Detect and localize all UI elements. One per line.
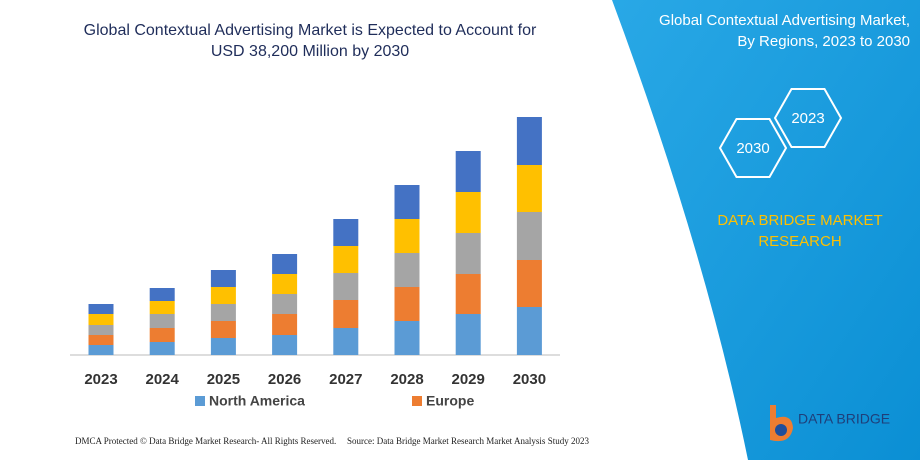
bar-segment [149,301,175,314]
bar-segment [333,219,359,246]
brand-text: DATA BRIDGE MARKET RESEARCH [717,212,883,250]
bar-segment [516,260,542,307]
footer-text: DMCA Protected © Data Bridge Market Rese… [75,436,337,446]
legend-swatch [412,396,422,406]
panel-title: Global Contextual Advertising Market, By… [659,12,910,50]
bar-segment [394,321,420,355]
bar-segment [516,212,542,260]
bar-segment [272,294,298,314]
bar-segment [88,345,114,355]
x-tick-label: 2029 [452,371,485,388]
bar-segment [210,304,236,321]
bar-segment [394,253,420,287]
bar-segment [394,185,420,219]
logo-mark [775,424,787,436]
bar-segment [272,314,298,335]
chart-title: Global Contextual Advertising Market is … [83,22,537,60]
x-tick-label: 2028 [390,371,423,388]
bar-segment [149,328,175,342]
x-tick-label: 2023 [84,371,117,388]
bar-segment [88,335,114,345]
bar-segment [394,219,420,253]
bar-segment [210,321,236,338]
hexagon [773,88,843,148]
bar-segment [455,192,481,233]
bar-segment [272,254,298,274]
x-tick-label: 2026 [268,371,301,388]
bar-segment [333,328,359,355]
legend-label: Europe [426,393,474,409]
bar-segment [210,270,236,287]
hex-label: 2023 [791,110,824,127]
bar-segment [88,325,114,335]
bar-segment [516,307,542,355]
x-tick-label: 2024 [146,371,180,388]
bar-segment [149,342,175,355]
x-tick-label: 2027 [329,371,362,388]
bar-segment [516,117,542,165]
bar-segment [210,338,236,355]
x-tick-label: 2025 [207,371,240,388]
logo: DATA BRIDGE [770,405,890,442]
side-panel [612,0,920,460]
bar-segment [272,335,298,355]
bar-segment [210,287,236,304]
bar-segment [455,151,481,192]
logo-text: DATA BRIDGE [798,411,890,427]
bar-segment [455,233,481,274]
hex-label: 2030 [736,140,769,157]
hexagon [718,118,788,178]
bar-segment [333,300,359,328]
footer-text: Source: Data Bridge Market Research Mark… [347,436,589,446]
bar-segment [455,314,481,355]
x-tick-label: 2030 [513,371,546,388]
bar-segment [88,314,114,325]
legend-swatch [195,396,205,406]
legend-label: North America [209,393,305,409]
bar-segment [88,304,114,314]
bar-segment [149,314,175,328]
bar-segment [272,274,298,294]
bar-segment [455,274,481,314]
bar-segment [516,165,542,212]
bar-segment [394,287,420,321]
bar-segment [333,246,359,273]
bar-segment [149,288,175,301]
bar-segment [333,273,359,300]
